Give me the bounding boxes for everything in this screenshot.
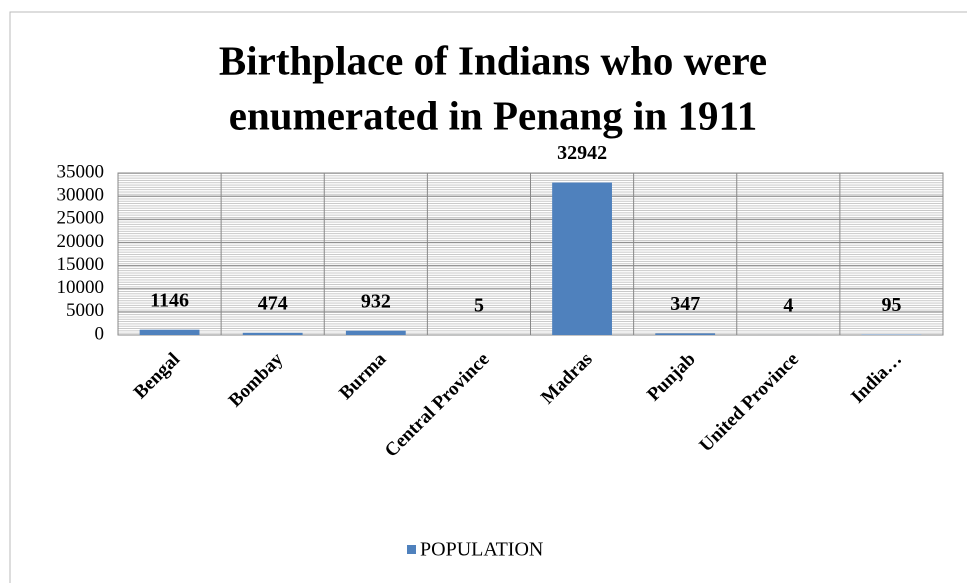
x-tick-label: Central Province: [381, 349, 494, 462]
bar: [552, 182, 612, 335]
x-tick-label: India…: [847, 349, 906, 408]
legend-swatch: [407, 545, 416, 554]
frame: [9, 11, 967, 583]
data-label: 5: [474, 295, 484, 317]
bar: [655, 333, 716, 335]
legend-label: POPULATION: [420, 539, 543, 561]
y-tick-label: 30000: [57, 185, 105, 206]
y-tick-label: 0: [95, 323, 105, 344]
bar: [139, 329, 200, 335]
chart-title: Birthplace of Indians who were: [219, 37, 767, 83]
x-tick-label: Burma: [335, 348, 391, 404]
y-tick-label: 15000: [57, 254, 105, 275]
y-tick-label: 5000: [66, 300, 104, 321]
x-tick-label: Madras: [537, 349, 597, 409]
y-tick-label: 10000: [57, 277, 105, 298]
y-tick-label: 25000: [57, 208, 105, 229]
data-label: 474: [258, 292, 288, 314]
y-tick-label: 20000: [57, 231, 105, 252]
x-tick-label: Bombay: [225, 348, 288, 411]
data-label: 95: [881, 294, 901, 316]
y-tick-label: 35000: [57, 161, 105, 182]
data-label: 32942: [557, 142, 607, 164]
chart-title: enumerated in Penang in 1911: [229, 92, 757, 138]
bar: [242, 332, 303, 335]
x-tick-label: Punjab: [643, 349, 700, 406]
x-tick-label: Bengal: [130, 349, 184, 403]
data-label: 932: [361, 290, 391, 312]
data-label: 347: [670, 293, 700, 315]
bar: [345, 330, 406, 335]
x-tick-label: United Province: [695, 349, 803, 457]
data-label: 1146: [150, 289, 189, 311]
data-label: 4: [783, 295, 793, 317]
